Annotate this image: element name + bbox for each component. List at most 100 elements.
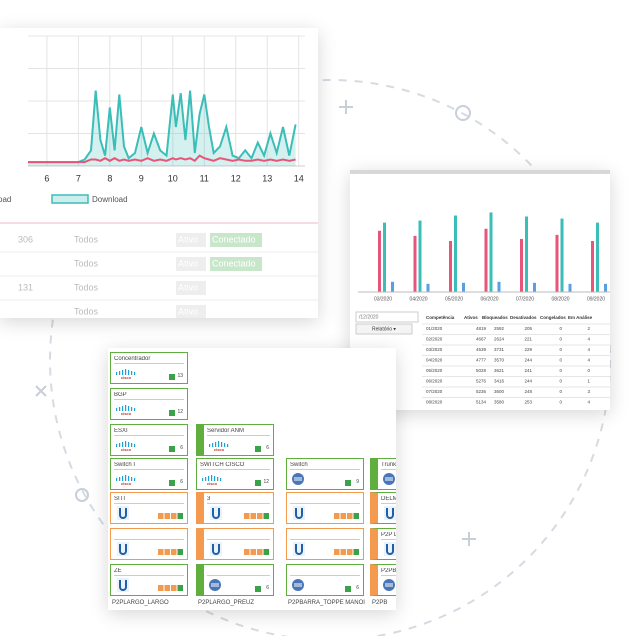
device-node (286, 492, 364, 524)
cisco-bar (119, 443, 121, 447)
table-cell: 5276 (476, 379, 487, 384)
footer-label: P2PB (372, 600, 388, 606)
node-count: 6 (180, 479, 183, 485)
table-cell: Ativo (178, 282, 198, 292)
cisco-bar (134, 444, 136, 447)
bar (391, 281, 394, 292)
table-cell: 2 (587, 326, 590, 331)
status-badges (244, 513, 269, 519)
switch-arrows (385, 583, 393, 587)
badge (244, 513, 250, 519)
cisco-bar (212, 443, 214, 447)
brand-text: cisco (121, 411, 132, 416)
cisco-bar (116, 478, 118, 481)
table-cell: Todos (74, 234, 99, 244)
device-icon (292, 473, 304, 485)
badge (257, 549, 263, 555)
status-badges (244, 549, 269, 555)
cisco-bar (122, 370, 124, 375)
table-cell: Ativo (178, 234, 198, 244)
x-tick-label: 12 (231, 173, 241, 183)
node-label-line (207, 568, 270, 576)
series-line (28, 154, 296, 164)
table-cell: Todos (74, 282, 99, 292)
table-cell: 4819 (476, 326, 487, 331)
status-pill (210, 257, 262, 271)
table-cell: 0 (559, 400, 562, 405)
bar (533, 282, 536, 292)
brand-text: cisco (121, 481, 132, 486)
bar (454, 215, 457, 292)
badge (158, 513, 164, 519)
switch-icon (292, 473, 304, 485)
series-line (28, 90, 297, 164)
device-icon (117, 542, 129, 556)
top-bar (350, 170, 610, 174)
bar (418, 220, 422, 292)
table-cell: 244 (524, 379, 532, 384)
bar (383, 222, 386, 292)
status-badges (334, 513, 359, 519)
table-cell: 4539 (476, 347, 487, 352)
node-label-line (207, 532, 270, 540)
cisco-bar (134, 372, 136, 375)
table-cell: 2624 (494, 337, 505, 342)
device-icon (117, 578, 129, 592)
device-node: BGP cisco 12 (110, 388, 188, 420)
table-cell: Todos (74, 258, 99, 268)
check-icon (255, 446, 261, 452)
node-count: 6 (266, 445, 269, 451)
x-tick-label: 11 (200, 173, 209, 183)
date-input (355, 311, 419, 323)
x-tick-label: 10 (168, 173, 178, 183)
download-area (28, 90, 296, 166)
node-label-line (290, 496, 360, 504)
device-icon (209, 579, 221, 591)
report-button-label: Relatório ▾ (372, 326, 396, 332)
table-cell: 2592 (494, 326, 505, 331)
device-icon (210, 506, 222, 520)
device-node (286, 528, 364, 560)
device-node: P2P DI (370, 528, 396, 560)
device-node: Servidor ANM cisco 6 (196, 424, 274, 456)
table-cell: 131 (18, 282, 33, 292)
cisco-bar (215, 442, 217, 447)
node-label-line (290, 532, 360, 540)
table-cell: 221 (524, 337, 532, 342)
table-cell: 0 (559, 389, 562, 394)
table-cell: 244 (524, 358, 532, 363)
table-cell: Conectado (212, 234, 256, 244)
cisco-bar (208, 476, 210, 481)
report-button[interactable] (355, 323, 413, 335)
node-label-line (290, 568, 360, 576)
table-cell: 3570 (494, 358, 505, 363)
cross-icon (35, 385, 47, 397)
check-icon (255, 480, 261, 486)
table-cell: 03/2020 (426, 347, 443, 352)
table-cell: 3621 (494, 368, 505, 373)
cisco-bar (116, 372, 118, 375)
table-cell: 0 (559, 326, 562, 331)
brand-text: cisco (207, 481, 218, 486)
ubiquiti-icon (119, 544, 127, 555)
device-icon: cisco (209, 441, 229, 452)
table-cell: 0 (559, 347, 562, 352)
node-label: P2P DI (381, 532, 396, 540)
traffic-card: 6 7 8 9 10 11 12 13 14 Upload Download 306 Todos Ativ… (0, 28, 318, 318)
brand-text: cisco (214, 447, 225, 452)
check-icon (345, 586, 351, 592)
device-icon: cisco (116, 405, 136, 416)
bar (413, 235, 417, 292)
ubiquiti-icon (386, 544, 394, 555)
check-icon (345, 480, 351, 486)
cisco-bar (125, 405, 127, 411)
check-icon (169, 410, 175, 416)
ubiquiti-icon (295, 544, 303, 555)
table-cell: 5236 (476, 389, 487, 394)
table-header: Em Análise (568, 315, 593, 320)
table-cell: 4777 (476, 358, 487, 363)
device-icon: cisco (116, 441, 136, 452)
status-pill (176, 281, 206, 295)
badge (340, 549, 346, 555)
